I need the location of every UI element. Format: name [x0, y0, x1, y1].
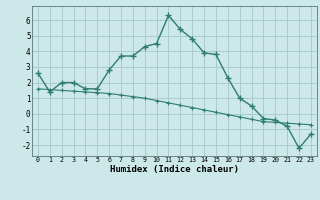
X-axis label: Humidex (Indice chaleur): Humidex (Indice chaleur)	[110, 165, 239, 174]
